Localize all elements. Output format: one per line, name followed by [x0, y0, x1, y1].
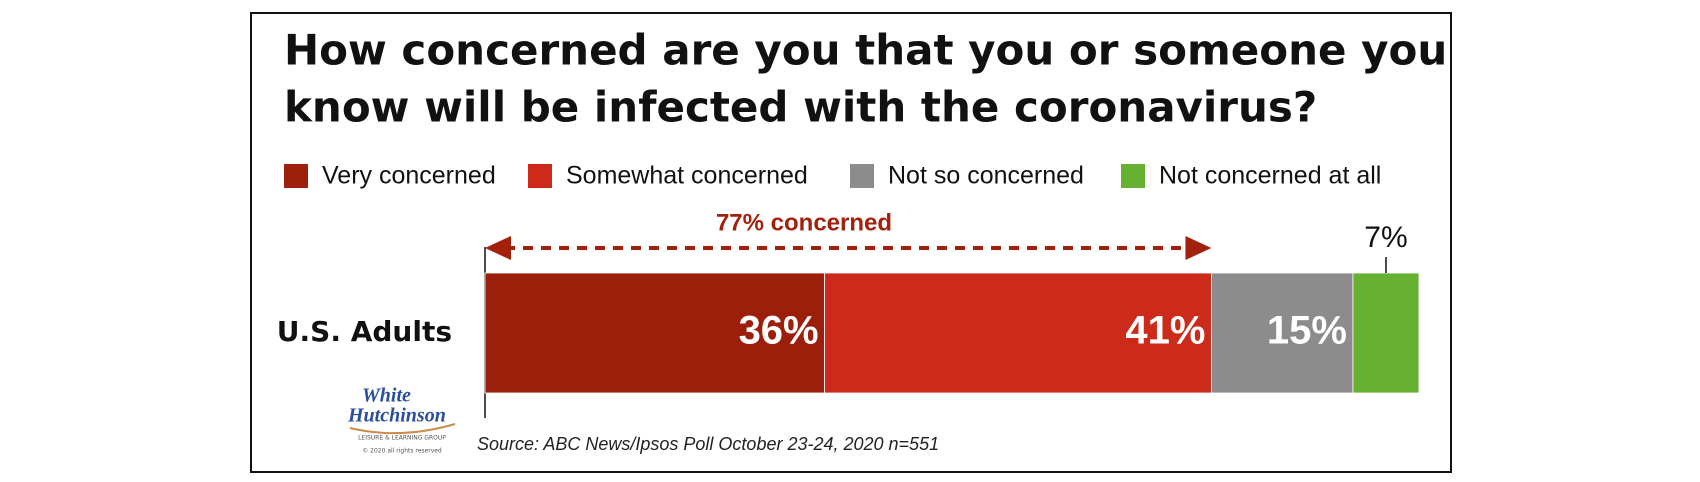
legend-swatch — [528, 164, 552, 188]
legend-label: Not concerned at all — [1159, 162, 1381, 190]
bar-segment — [1352, 272, 1420, 394]
bar-segment — [1211, 272, 1354, 394]
legend-label: Not so concerned — [888, 162, 1084, 190]
chart-title: How concerned are you that you or someon… — [284, 26, 1447, 75]
value-label: 41% — [1125, 309, 1205, 353]
legend-swatch — [850, 164, 874, 188]
source: Source: ABC News/Ipsos Poll October 23-2… — [477, 434, 939, 454]
value-label: 15% — [1267, 309, 1347, 353]
arrow-head — [1185, 236, 1212, 260]
legend-label: Very concerned — [322, 162, 496, 190]
legend-swatch — [284, 164, 308, 188]
frame — [250, 12, 1452, 473]
category-label: U.S. Adults — [277, 315, 452, 348]
bar-segment — [824, 272, 1212, 394]
logo-text: Hutchinson — [347, 405, 446, 427]
legend-label: Somewhat concerned — [566, 162, 808, 190]
chart-title: know will be infected with the coronavir… — [284, 83, 1317, 132]
value-label: 36% — [739, 309, 819, 353]
logo-text: © 2020 all rights reserved — [362, 448, 442, 455]
legend-swatch — [1121, 164, 1145, 188]
logo-text: White — [362, 385, 411, 407]
arrow-head — [485, 236, 511, 260]
logo-swoosh — [349, 423, 456, 435]
annotation: 77% concerned — [716, 209, 892, 236]
logo: White Hutchinson LEISURE & LEARNING GROU… — [347, 385, 456, 455]
logo-text: LEISURE & LEARNING GROUP — [358, 435, 446, 442]
value-label: 7% — [1364, 221, 1407, 254]
